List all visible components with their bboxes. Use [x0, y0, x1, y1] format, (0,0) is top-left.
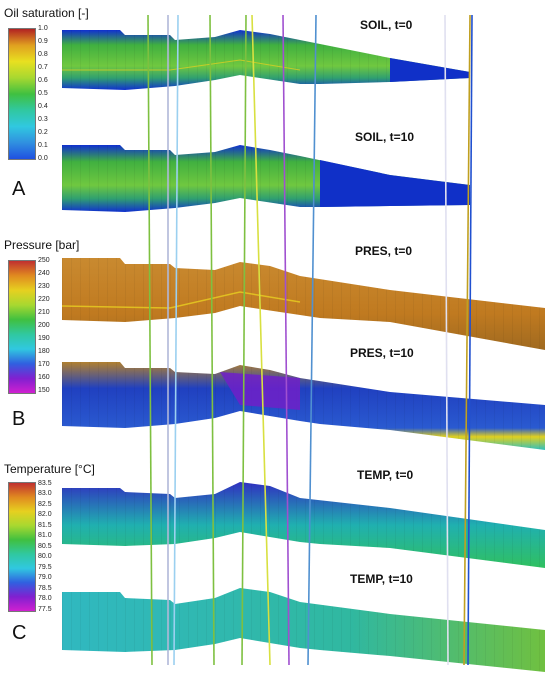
colorbar-tick: 78.0 — [38, 595, 52, 602]
colorbar-tick: 0.9 — [38, 38, 48, 45]
colorbar-tick: 250 — [38, 257, 50, 264]
colorbar-tick: 78.5 — [38, 585, 52, 592]
colorbar-tick: 0.8 — [38, 51, 48, 58]
colorbar-tick: 79.0 — [38, 574, 52, 581]
colorbar-tick: 1.0 — [38, 25, 48, 32]
colorbar — [8, 482, 36, 612]
colorbar — [8, 28, 36, 160]
colorbar-tick: 200 — [38, 322, 50, 329]
slab-label: TEMP, t=10 — [350, 572, 413, 586]
panel-a: Oil saturation [-] 1.0 0.9 0.8 0.7 0.6 0… — [0, 0, 550, 228]
colorbar-tick: 0.1 — [38, 142, 48, 149]
slab-label: PRES, t=0 — [355, 244, 413, 258]
colorbar-tick: 80.5 — [38, 543, 52, 550]
colorbar-tick: 79.5 — [38, 564, 52, 571]
colorbar-tick: 220 — [38, 296, 50, 303]
colorbar-tick: 83.5 — [38, 480, 52, 487]
colorbar-tick: 0.0 — [38, 155, 48, 162]
colorbar-tick: 160 — [38, 374, 50, 381]
colorbar-tick: 83.0 — [38, 490, 52, 497]
colorbar-tick: 0.4 — [38, 103, 48, 110]
colorbar-tick: 81.0 — [38, 532, 52, 539]
slab-label: SOIL, t=0 — [360, 18, 413, 32]
panel-c: Temperature [°C] 83.5 83.0 82.5 82.0 81.… — [0, 452, 550, 678]
panel-letter: A — [12, 178, 26, 200]
colorbar-tick: 180 — [38, 348, 50, 355]
colorbar-tick: 81.5 — [38, 522, 52, 529]
colorbar-tick: 82.5 — [38, 501, 52, 508]
colorbar-tick: 80.0 — [38, 553, 52, 560]
panel-letter: C — [12, 622, 27, 644]
colorbar-tick: 0.3 — [38, 116, 48, 123]
panel-letter: B — [12, 408, 26, 430]
colorbar-tick: 0.2 — [38, 129, 48, 136]
colorbar-tick: 150 — [38, 387, 50, 394]
well-lines — [147, 14, 473, 666]
panel-b: Pressure [bar] 250 240 230 220 210 200 1… — [0, 228, 550, 452]
colorbar-tick: 230 — [38, 283, 50, 290]
slab-label: PRES, t=10 — [350, 346, 414, 360]
colorbar-tick: 170 — [38, 361, 50, 368]
colorbar-title: Pressure [bar] — [4, 238, 80, 252]
colorbar-tick: 0.5 — [38, 90, 48, 97]
colorbar-tick: 82.0 — [38, 511, 52, 518]
slab-label: TEMP, t=0 — [357, 468, 414, 482]
colorbar — [8, 260, 36, 394]
colorbar-tick: 0.7 — [38, 64, 48, 71]
colorbar-title: Temperature [°C] — [4, 462, 95, 476]
colorbar-tick: 77.5 — [38, 606, 52, 613]
colorbar-tick: 210 — [38, 309, 50, 316]
colorbar-tick: 0.6 — [38, 77, 48, 84]
colorbar-tick: 240 — [38, 270, 50, 277]
colorbar-tick: 190 — [38, 335, 50, 342]
slab-label: SOIL, t=10 — [355, 130, 415, 144]
colorbar-title: Oil saturation [-] — [4, 6, 89, 20]
